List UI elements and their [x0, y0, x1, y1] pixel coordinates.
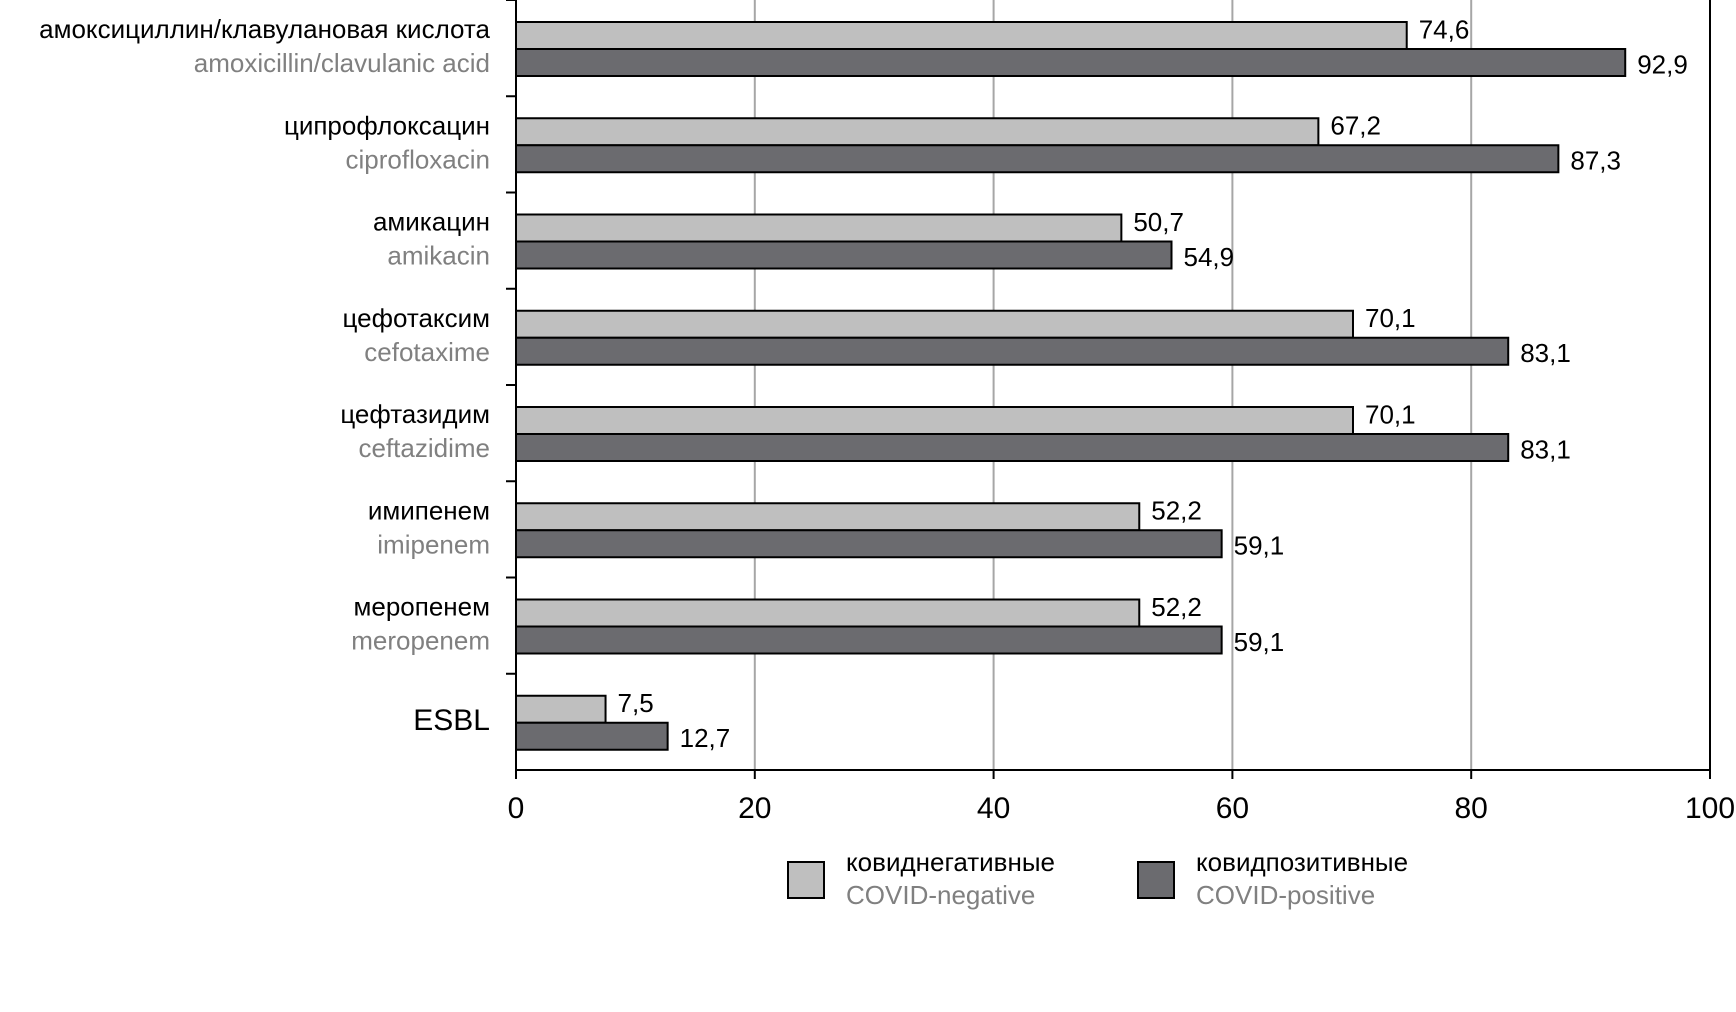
category-label: меропенем: [354, 592, 491, 622]
x-tick-label: 20: [738, 792, 771, 825]
value-label: 59,1: [1234, 627, 1285, 657]
category-label: цефтазидим: [340, 399, 490, 429]
bar: [515, 598, 1141, 628]
category-label-en: amoxicillin/clavulanic acid: [194, 48, 490, 78]
category-label: ципрофлоксацин: [284, 110, 490, 140]
bar: [515, 433, 1510, 462]
value-label: 7,5: [618, 688, 654, 718]
bar: [515, 721, 669, 751]
value-label: 52,2: [1151, 496, 1202, 526]
x-tick-label: 100: [1685, 792, 1735, 825]
value-label: 83,1: [1520, 338, 1571, 368]
category-label-en: ciprofloxacin: [345, 144, 490, 174]
bar: [515, 213, 1123, 243]
bar: [515, 117, 1320, 147]
bar: [515, 529, 1223, 559]
value-label: 52,2: [1151, 592, 1202, 622]
value-label: 70,1: [1365, 399, 1416, 429]
category-label-en: imipenem: [377, 529, 490, 559]
x-tick-label: 80: [1455, 792, 1488, 825]
value-label: 70,1: [1365, 303, 1416, 333]
bar: [515, 502, 1141, 532]
bar: [515, 240, 1173, 270]
bar: [515, 625, 1223, 655]
bar: [515, 48, 1627, 77]
bar: [515, 144, 1560, 174]
value-label: 54,9: [1184, 242, 1235, 272]
category-label-en: ceftazidime: [359, 433, 491, 463]
category-label: цефотаксим: [343, 303, 490, 333]
value-label: 74,6: [1419, 14, 1470, 44]
category-label: амоксициллин/клавулановая кислота: [39, 14, 490, 44]
value-label: 67,2: [1330, 111, 1381, 141]
legend-label: ковиднегативные: [846, 847, 1055, 877]
legend-label-en: COVID-negative: [846, 880, 1035, 910]
category-label: имипенем: [368, 495, 490, 525]
value-label: 83,1: [1520, 434, 1571, 464]
value-label: 59,1: [1234, 531, 1285, 561]
value-label: 87,3: [1570, 146, 1621, 176]
legend-label: ковидпозитивные: [1196, 847, 1408, 877]
x-tick-label: 0: [508, 792, 525, 825]
category-label-en: cefotaxime: [364, 337, 490, 367]
bar: [515, 21, 1408, 50]
bar: [515, 336, 1510, 366]
bar: [515, 694, 607, 724]
x-tick-label: 60: [1216, 792, 1249, 825]
value-label: 12,7: [680, 723, 731, 753]
category-label-en: meropenem: [351, 626, 490, 656]
category-label-en: amikacin: [387, 241, 490, 271]
legend-label-en: COVID-positive: [1196, 880, 1375, 910]
category-label: амикацин: [373, 207, 490, 237]
bar: [515, 406, 1354, 435]
bar: [515, 309, 1354, 339]
legend-swatch: [787, 861, 825, 899]
category-label: ESBL: [413, 704, 490, 737]
legend-swatch: [1137, 861, 1175, 899]
x-tick-label: 40: [977, 792, 1010, 825]
value-label: 50,7: [1133, 207, 1184, 237]
value-label: 92,9: [1637, 49, 1688, 79]
